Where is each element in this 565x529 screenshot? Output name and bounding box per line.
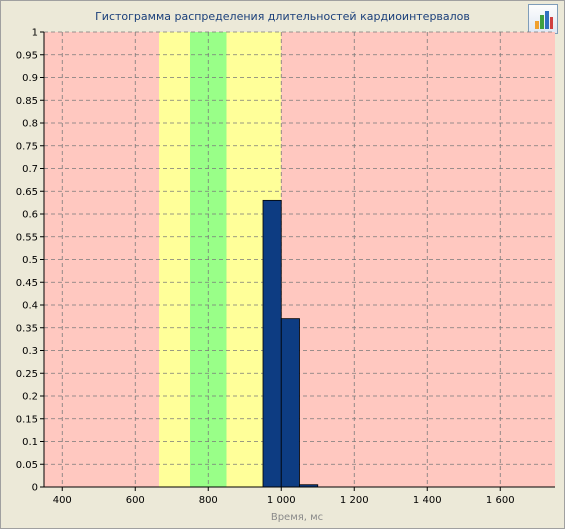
y-tick-label-4: 0.2 <box>22 392 38 403</box>
y-tick-label-20: 1 <box>32 28 38 39</box>
y-tick-label-6: 0.3 <box>22 346 38 357</box>
y-tick-label-10: 0.5 <box>22 255 38 266</box>
y-tick-label-5: 0.25 <box>16 369 38 380</box>
x-tick-label-5: 1 400 <box>413 495 442 506</box>
y-tick-label-3: 0.15 <box>16 414 38 425</box>
y-tick-label-17: 0.85 <box>16 96 38 107</box>
y-tick-label-11: 0.55 <box>16 232 38 243</box>
x-axis-ticks: 400 600 800 1 000 1 200 1 400 1 600 <box>53 487 515 506</box>
y-tick-label-0: 0 <box>32 483 38 494</box>
x-tick-label-3: 1 000 <box>267 495 296 506</box>
x-tick-label-1: 600 <box>126 495 145 506</box>
y-tick-label-12: 0.6 <box>22 210 38 221</box>
y-tick-label-2: 0.1 <box>22 437 38 448</box>
y-tick-label-7: 0.35 <box>16 323 38 334</box>
y-tick-label-14: 0.7 <box>22 164 38 175</box>
x-tick-label-6: 1 600 <box>486 495 515 506</box>
x-tick-label-2: 800 <box>199 495 218 506</box>
bar-chart-icon <box>535 11 553 29</box>
y-tick-label-19: 0.95 <box>16 50 38 61</box>
y-tick-label-8: 0.4 <box>22 301 38 312</box>
y-axis-ticks: 0 0.05 0.1 0.15 0.2 0.25 0.3 0.35 0.4 0.45 0.5 0.55… <box>16 28 44 494</box>
histogram-bar-0 <box>262 199 282 488</box>
y-tick-label-13: 0.65 <box>16 187 38 198</box>
y-tick-label-9: 0.45 <box>16 278 38 289</box>
histogram-bar-1 <box>280 318 300 488</box>
bars-layer <box>262 199 319 488</box>
x-tick-label-4: 1 200 <box>340 495 369 506</box>
x-tick-label-0: 400 <box>53 495 72 506</box>
y-tick-label-18: 0.9 <box>22 73 38 84</box>
chart-title: Гистограмма распределения длительностей … <box>95 10 470 23</box>
y-tick-label-1: 0.05 <box>16 460 38 471</box>
y-tick-label-15: 0.75 <box>16 141 38 152</box>
y-tick-label-16: 0.8 <box>22 119 38 130</box>
x-axis-label: Время, мс <box>271 512 323 523</box>
